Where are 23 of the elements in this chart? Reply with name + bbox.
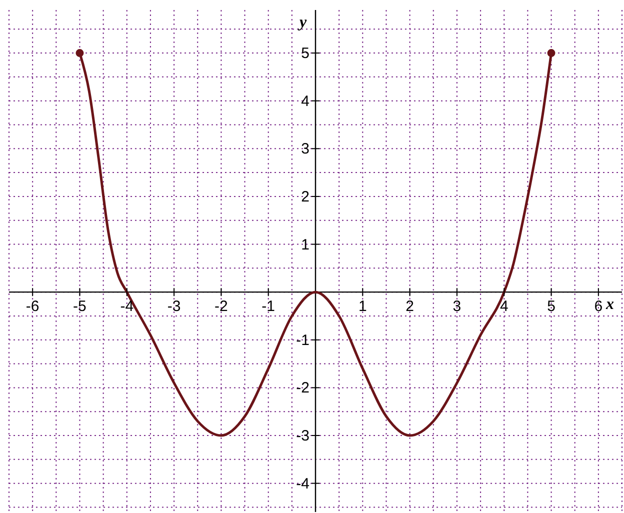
y-tick-label: -2	[296, 380, 310, 397]
y-tick-label: 3	[301, 140, 310, 158]
x-tick-label: 2	[406, 298, 414, 316]
x-tick-label: -4	[120, 298, 134, 316]
x-tick-label: 5	[547, 298, 556, 316]
x-tick-label: 4	[500, 298, 508, 316]
y-tick-label: 5	[301, 45, 310, 62]
y-tick-label: -4	[296, 475, 310, 492]
y-tick-label: 2	[301, 188, 310, 206]
y-axis-title: y	[300, 14, 307, 32]
x-tick-label: -5	[73, 298, 86, 316]
x-tick-label: 6	[594, 298, 603, 316]
x-tick-label: -3	[167, 298, 181, 316]
x-tick-label: 1	[358, 298, 367, 316]
x-tick-label: -1	[262, 298, 276, 316]
x-axis-title: x	[606, 296, 614, 314]
y-tick-label: -1	[296, 332, 310, 349]
x-tick-label: -6	[26, 298, 40, 316]
y-tick-label: 1	[301, 236, 310, 254]
x-tick-label: 3	[452, 298, 462, 316]
y-tick-label: 4	[301, 92, 310, 110]
y-tick-label: -3	[296, 428, 310, 445]
x-tick-label: -2	[214, 298, 228, 316]
